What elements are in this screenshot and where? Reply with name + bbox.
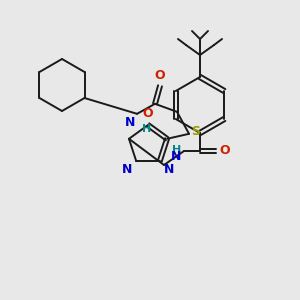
Text: N: N	[171, 149, 181, 163]
Text: H: H	[172, 145, 181, 155]
Text: N: N	[164, 163, 174, 176]
Text: H: H	[142, 124, 151, 134]
Text: S: S	[191, 125, 200, 138]
Text: N: N	[124, 116, 135, 129]
Text: N: N	[122, 163, 132, 176]
Text: O: O	[155, 69, 165, 82]
Text: O: O	[143, 107, 153, 120]
Text: O: O	[219, 145, 230, 158]
